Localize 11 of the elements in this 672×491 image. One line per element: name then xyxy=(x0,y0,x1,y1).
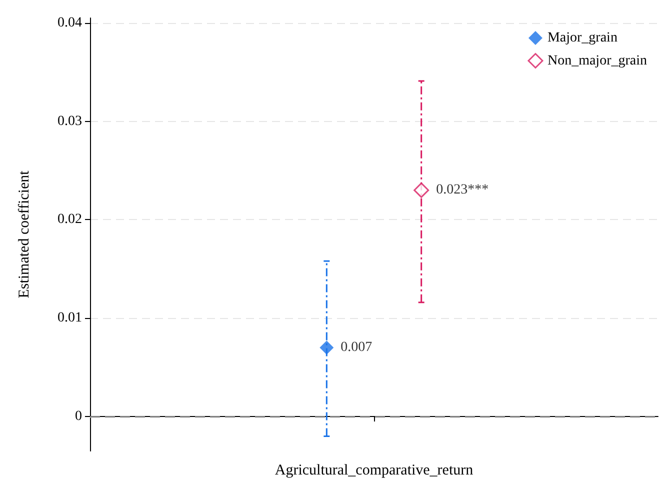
y-tick-label: 0.04 xyxy=(58,15,82,30)
data-label: 0.023*** xyxy=(436,182,489,198)
legend-label: Non_major_grain xyxy=(547,53,647,68)
y-axis-title: Estimated coefficient xyxy=(16,170,32,298)
y-tick-label: 0.02 xyxy=(58,212,82,228)
data-label: 0.007 xyxy=(340,340,372,356)
x-tick-label: Agricultural_comparative_return xyxy=(274,462,474,478)
y-tick-label: 0.01 xyxy=(58,310,82,326)
y-tick-label: 0.03 xyxy=(58,114,82,129)
legend-label: Major_grain xyxy=(547,30,618,46)
y-tick-label: 0 xyxy=(75,409,82,424)
